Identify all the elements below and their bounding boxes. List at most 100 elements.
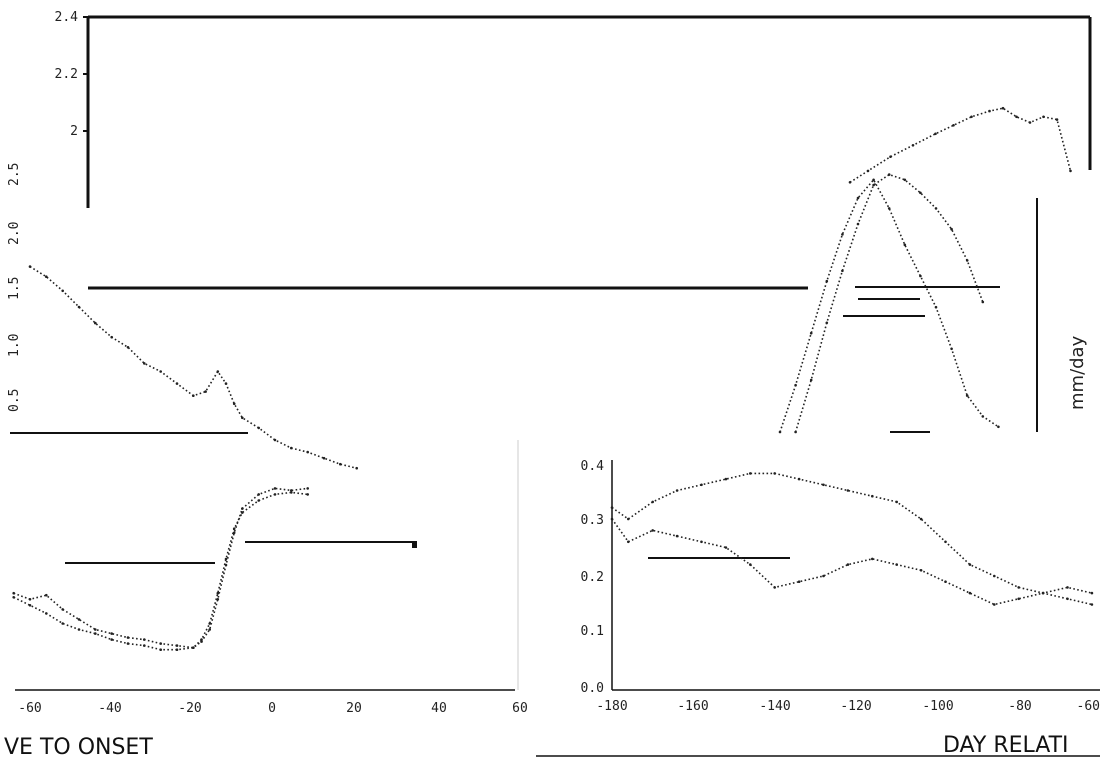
- right-series-0-point-3: [675, 489, 679, 492]
- left-series-2-point-3: [61, 622, 64, 625]
- right-series-1-point-20: [1090, 603, 1094, 606]
- left-series-2-point-5: [94, 632, 97, 635]
- right-xtick-labels: -180 -160 -140 -120 -100 -80 -60: [596, 699, 1100, 714]
- right-xtick-label-6: -60: [1077, 699, 1100, 714]
- left-ytick-label-3: 1.0: [7, 334, 22, 357]
- left-series-0-point-3: [77, 305, 81, 309]
- background-series-0-point-7: [988, 109, 991, 113]
- right-ytick-label-4: 0.0: [581, 681, 604, 696]
- overlay-series-0-point-10: [934, 305, 938, 309]
- left-series-0-point-13: [224, 382, 228, 385]
- left-series-2-point-10: [175, 648, 179, 651]
- left-series-0-point-10: [192, 394, 195, 398]
- background-series-0-point-4: [934, 132, 937, 136]
- right-ytick-label-1: 0.3: [581, 513, 604, 528]
- background-series-0-line: [849, 107, 1072, 183]
- left-series-1-point-10: [175, 644, 179, 647]
- left-series-2-line: [13, 491, 308, 651]
- left-series-0-point-19: [306, 450, 310, 454]
- left-series-1-point-4: [77, 618, 81, 621]
- overlay-series-group: [778, 173, 1000, 434]
- left-series-0-point-12: [216, 370, 220, 373]
- right-series-1-point-18: [1041, 591, 1045, 595]
- left-xtick-label-4: 20: [346, 701, 362, 716]
- right-series-1-point-4: [700, 540, 703, 544]
- right-series-1-point-8: [797, 580, 801, 583]
- left-series-1-point-7: [126, 636, 130, 639]
- right-series-1-point-14: [944, 580, 947, 583]
- left-series-2-point-0: [12, 596, 15, 599]
- background-series-group: [848, 106, 1072, 184]
- left-series-1-point-13: [208, 628, 211, 631]
- right-series-group: [610, 472, 1094, 606]
- background-series-0-point-10: [1028, 121, 1032, 124]
- left-series-0-point-16: [257, 426, 261, 430]
- left-ytick-label-2: 1.5: [7, 277, 22, 300]
- left-series-0-point-0: [28, 265, 32, 268]
- right-series-0-point-10: [846, 489, 850, 492]
- right-series-0-point-17: [1017, 586, 1020, 589]
- background-ytick-label-1: 2.2: [55, 67, 78, 82]
- left-series-0-point-1: [45, 275, 48, 279]
- left-series-0-point-6: [126, 346, 130, 349]
- right-series-1-point-6: [749, 563, 752, 566]
- left-series-1-point-0: [12, 591, 15, 595]
- left-series-0-point-15: [241, 416, 244, 420]
- right-xtick-label-1: -160: [677, 699, 708, 714]
- left-series-2-point-12: [200, 638, 203, 641]
- left-series-2-point-8: [143, 644, 146, 647]
- right-series-1-point-9: [822, 574, 825, 578]
- left-series-2-point-7: [126, 642, 130, 645]
- background-ytick-label-0: 2.4: [55, 10, 79, 25]
- left-ytick-label-4: 0.5: [7, 389, 22, 412]
- overlay-series-1-point-7: [903, 178, 907, 182]
- left-ytick-labels: 2.5 2.0 1.5 1.0 0.5: [7, 163, 22, 412]
- overlay-series-0-point-6: [872, 178, 875, 182]
- right-series-1-point-12: [895, 563, 898, 566]
- right-series-0-point-7: [773, 472, 776, 475]
- left-series-2-point-21: [306, 493, 310, 496]
- left-series-2-point-20: [290, 491, 293, 494]
- right-series-0-point-0: [610, 506, 614, 509]
- left-series-1-point-2: [45, 593, 48, 597]
- left-series-group: [12, 265, 359, 651]
- overlay-series-1-point-2: [825, 321, 829, 325]
- left-series-0-point-22: [355, 466, 359, 470]
- background-series-0-point-2: [889, 155, 892, 158]
- overlay-series-1-point-11: [965, 259, 969, 262]
- left-series-2-point-6: [110, 638, 113, 641]
- left-series-2-point-18: [257, 499, 261, 502]
- left-xtick-label-1: -40: [98, 701, 121, 716]
- left-series-0-point-18: [290, 446, 293, 450]
- overlay-series-1-point-12: [981, 300, 985, 304]
- overlay-series-1-point-8: [919, 191, 922, 195]
- left-marker-square: [412, 541, 417, 548]
- overlay-series-0-point-9: [919, 274, 922, 278]
- overlay-series-0-point-5: [856, 196, 860, 200]
- left-series-0-point-20: [322, 456, 326, 460]
- left-series-1-point-1: [28, 598, 32, 601]
- overlay-series-1-point-9: [934, 207, 938, 210]
- background-series-0-point-0: [848, 181, 852, 184]
- right-ytick-labels: 0.4 0.3 0.2 0.1 0.0: [581, 459, 605, 696]
- left-x-axis-caption: VE TO ONSET: [4, 735, 153, 760]
- right-xtick-label-2: -140: [759, 699, 790, 714]
- left-series-1-point-5: [94, 628, 97, 631]
- left-series-1-point-8: [143, 638, 146, 641]
- background-panel: 2.4 2.2 2: [55, 10, 1092, 290]
- left-series-1-point-9: [159, 642, 162, 645]
- left-series-0-point-14: [232, 402, 236, 406]
- right-ytick-label-0: 0.4: [581, 459, 605, 474]
- left-series-0-point-17: [273, 438, 277, 442]
- left-series-2-point-1: [28, 604, 32, 607]
- overlay-series-0-point-11: [950, 347, 953, 351]
- right-series-0-point-2: [651, 500, 654, 504]
- right-series-0-point-20: [1090, 591, 1094, 595]
- overlay-series-0-point-12: [965, 394, 969, 397]
- left-series-2-point-4: [77, 628, 81, 631]
- overlay-unit-label: mm/day: [1067, 335, 1088, 410]
- overlay-series-1-point-3: [841, 269, 844, 273]
- right-series-1-point-7: [773, 586, 776, 589]
- left-series-0-point-5: [110, 335, 113, 339]
